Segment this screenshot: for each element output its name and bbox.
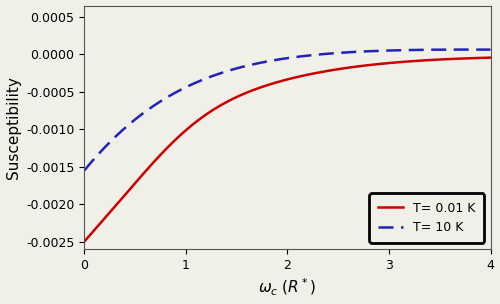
Line: T= 10 K: T= 10 K bbox=[84, 50, 490, 171]
T= 10 K bbox=[476, 48, 482, 51]
T= 10 K bbox=[488, 48, 494, 51]
T= 0.01 K bbox=[476, 56, 482, 60]
T= 0.01 K bbox=[279, 79, 285, 83]
T= 10 K bbox=[268, 59, 274, 63]
T= 0.01 K bbox=[488, 56, 494, 60]
X-axis label: $\omega_c$ ($R^*$): $\omega_c$ ($R^*$) bbox=[258, 277, 316, 299]
T= 10 K bbox=[464, 48, 469, 51]
T= 10 K bbox=[82, 169, 87, 172]
T= 10 K bbox=[401, 48, 407, 52]
T= 10 K bbox=[476, 48, 482, 51]
T= 0.01 K bbox=[401, 60, 407, 64]
Legend: T= 0.01 K, T= 10 K: T= 0.01 K, T= 10 K bbox=[370, 193, 484, 243]
Y-axis label: Susceptibility: Susceptibility bbox=[6, 76, 20, 179]
T= 0.01 K bbox=[268, 82, 274, 86]
T= 10 K bbox=[102, 145, 108, 149]
Line: T= 0.01 K: T= 0.01 K bbox=[84, 58, 490, 242]
T= 0.01 K bbox=[102, 216, 108, 220]
T= 0.01 K bbox=[476, 56, 482, 60]
T= 0.01 K bbox=[82, 240, 87, 244]
T= 10 K bbox=[279, 57, 285, 61]
